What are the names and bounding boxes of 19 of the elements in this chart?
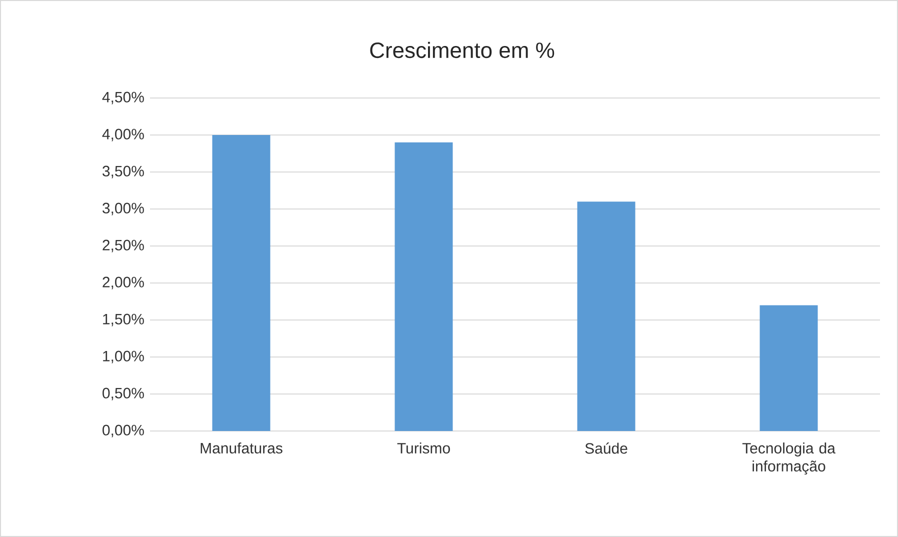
y-tick-label: 2,50%	[102, 240, 144, 252]
chart-title: Crescimento em %	[370, 42, 554, 58]
y-tick-label: 0,50%	[102, 388, 144, 400]
x-tick-label: Turismo	[397, 442, 450, 454]
y-tick-label: 2,00%	[102, 276, 144, 290]
y-tick-label: 4,00%	[102, 128, 144, 142]
y-tick-label: 1,00%	[103, 350, 144, 364]
bar	[394, 142, 453, 431]
bar	[577, 202, 636, 431]
x-tick-label: Tecnologia da informação	[742, 442, 836, 475]
x-tick-label: Manufaturas	[200, 442, 282, 454]
bar	[760, 305, 818, 431]
bar	[212, 135, 270, 431]
y-tick-label: 3,00%	[102, 202, 144, 216]
y-tick-label: 1,50%	[103, 314, 144, 326]
y-tick-label: 3,50%	[102, 166, 144, 178]
y-tick-label: 0,00%	[102, 424, 144, 438]
x-tick-label: Saúde	[585, 442, 628, 454]
y-tick-label: 4,50%	[102, 92, 144, 104]
